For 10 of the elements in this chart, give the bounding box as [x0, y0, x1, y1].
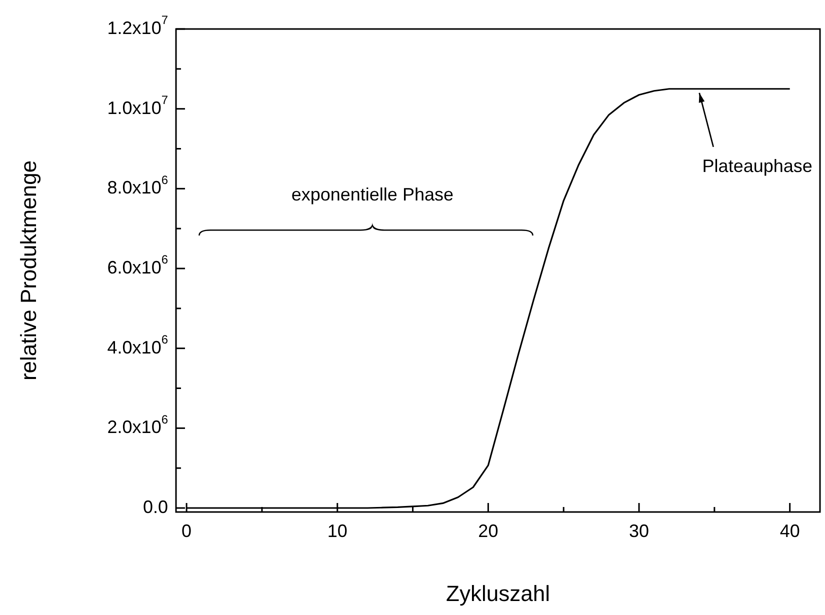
x-tick-label: 10 — [327, 520, 348, 541]
y-axis-title: relative Produktmenge — [16, 160, 42, 381]
x-axis-title: Zykluszahl — [446, 581, 550, 606]
annotation: exponentielle Phase — [291, 184, 454, 205]
x-tick-label: 20 — [478, 520, 498, 541]
x-tick-label: 30 — [629, 520, 650, 541]
x-tick-label: 0 — [182, 520, 192, 541]
x-tick-label: 40 — [780, 520, 800, 541]
y-tick-label: 0.0 — [142, 496, 168, 517]
annotation: Plateauphase — [702, 156, 812, 176]
